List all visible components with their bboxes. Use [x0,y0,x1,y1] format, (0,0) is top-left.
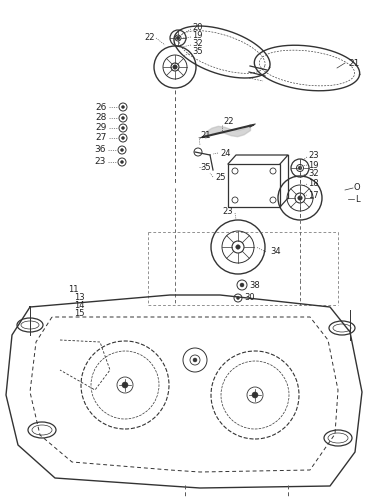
Circle shape [122,136,125,140]
Text: O: O [354,182,360,192]
Circle shape [121,148,124,152]
Text: 22: 22 [223,118,234,126]
Circle shape [237,296,240,300]
Circle shape [122,106,125,108]
Circle shape [122,126,125,130]
Text: 23: 23 [222,208,233,216]
Text: 21: 21 [200,130,211,140]
Text: 32: 32 [192,40,203,48]
Text: 36: 36 [94,146,106,154]
Text: 30: 30 [244,294,254,302]
Text: 14: 14 [74,302,84,310]
Text: 23: 23 [308,152,319,160]
Circle shape [193,358,197,362]
Text: 11: 11 [68,286,78,294]
Text: 24: 24 [220,148,231,158]
Circle shape [176,36,180,40]
Circle shape [298,196,302,200]
Text: 26: 26 [95,102,106,112]
Text: 35: 35 [192,48,203,56]
Circle shape [173,65,177,69]
Text: 19: 19 [192,32,202,40]
Text: 19: 19 [308,160,318,170]
Text: 35: 35 [200,162,211,172]
Circle shape [252,392,258,398]
Text: 27: 27 [95,134,106,142]
Circle shape [236,245,240,249]
Text: 29: 29 [95,124,106,132]
Text: 21: 21 [348,58,359,68]
Circle shape [121,160,124,164]
Text: 38: 38 [249,280,260,289]
Text: 22: 22 [144,34,155,42]
Text: 18: 18 [308,180,319,188]
Text: 23: 23 [94,158,105,166]
Circle shape [240,283,244,287]
Text: 20: 20 [192,24,202,32]
Text: 28: 28 [95,114,106,122]
Circle shape [298,166,302,170]
Text: 25: 25 [215,172,225,182]
Text: 17: 17 [308,190,319,200]
Text: L: L [355,194,360,203]
Circle shape [122,382,128,388]
Circle shape [122,116,125,119]
Text: 34: 34 [270,248,280,256]
Text: 32: 32 [308,170,319,178]
Text: 15: 15 [74,310,84,318]
Text: 13: 13 [74,294,84,302]
Bar [228,164,280,207]
